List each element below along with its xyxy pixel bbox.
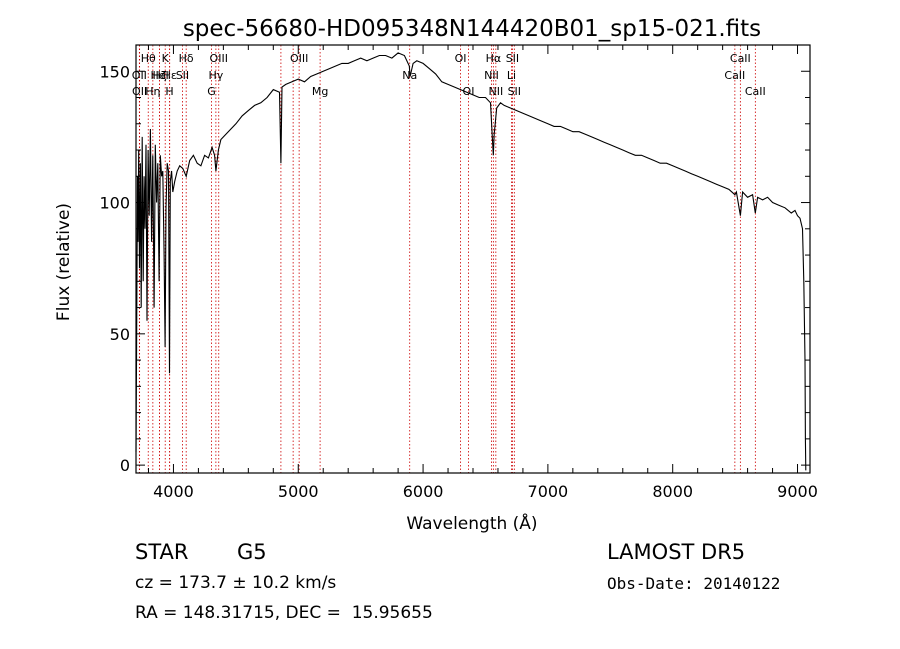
x-tick-label: 8000 bbox=[652, 482, 693, 501]
y-tick-label: 50 bbox=[110, 325, 130, 344]
y-axis-label: Flux (relative) bbox=[54, 203, 74, 321]
line-label: Hα bbox=[486, 52, 502, 65]
line-label: OIII bbox=[210, 52, 228, 65]
line-label: CaII bbox=[745, 85, 766, 98]
x-tick-label: 5000 bbox=[278, 482, 319, 501]
line-label: OI bbox=[463, 85, 475, 98]
line-label: Li bbox=[507, 69, 516, 82]
observation-date: Obs-Date: 20140122 bbox=[607, 574, 781, 593]
x-tick-label: 9000 bbox=[777, 482, 818, 501]
line-label: Hε bbox=[163, 69, 177, 82]
line-label: HeI bbox=[150, 69, 168, 82]
y-tick-label: 150 bbox=[99, 62, 130, 81]
line-label: OIII bbox=[290, 52, 308, 65]
line-label: NII bbox=[484, 69, 499, 82]
line-label: Hγ bbox=[208, 69, 223, 82]
object-class: STAR bbox=[135, 540, 189, 564]
line-label: CaII bbox=[730, 52, 751, 65]
line-label: H bbox=[165, 85, 173, 98]
x-axis-label: Wavelength (Å) bbox=[406, 512, 537, 534]
x-tick-label: 7000 bbox=[528, 482, 569, 501]
line-label: OI bbox=[455, 52, 467, 65]
spectrum-series-line bbox=[135, 52, 807, 471]
line-label: NII bbox=[488, 85, 503, 98]
line-label: SII bbox=[176, 69, 189, 82]
line-label: Hη bbox=[145, 85, 160, 98]
y-tick-label: 100 bbox=[99, 194, 130, 213]
spectrum-chart: spec-56680-HD095348N144420B01_sp15-021.f… bbox=[54, 16, 818, 534]
line-label: Hδ bbox=[179, 52, 194, 65]
redshift-readout: cz = 173.7 ± 10.2 km/s bbox=[135, 573, 337, 593]
survey-name: LAMOST DR5 bbox=[607, 540, 746, 564]
line-label: Mg bbox=[312, 85, 328, 98]
spectral-line-markers bbox=[138, 45, 756, 473]
line-label: K bbox=[162, 52, 170, 65]
y-tick-label: 0 bbox=[120, 456, 130, 475]
plot-frame bbox=[135, 44, 811, 474]
object-subclass: G5 bbox=[237, 540, 267, 564]
chart-title: spec-56680-HD095348N144420B01_sp15-021.f… bbox=[183, 16, 761, 42]
x-tick-label: 6000 bbox=[403, 482, 444, 501]
line-label: CaII bbox=[724, 69, 745, 82]
line-label: SII bbox=[508, 85, 521, 98]
line-label: Hζ bbox=[152, 69, 166, 82]
x-tick-label: 4000 bbox=[153, 482, 194, 501]
line-label: G bbox=[207, 85, 216, 98]
line-label: Hθ bbox=[141, 52, 156, 65]
line-label: SII bbox=[506, 52, 519, 65]
x-axis: 4000 5000 6000 7000 8000 9000 bbox=[147, 45, 818, 501]
coordinates-readout: RA = 148.31715, DEC = 15.95655 bbox=[135, 603, 433, 623]
y-axis: 0 50 100 150 bbox=[99, 62, 810, 475]
